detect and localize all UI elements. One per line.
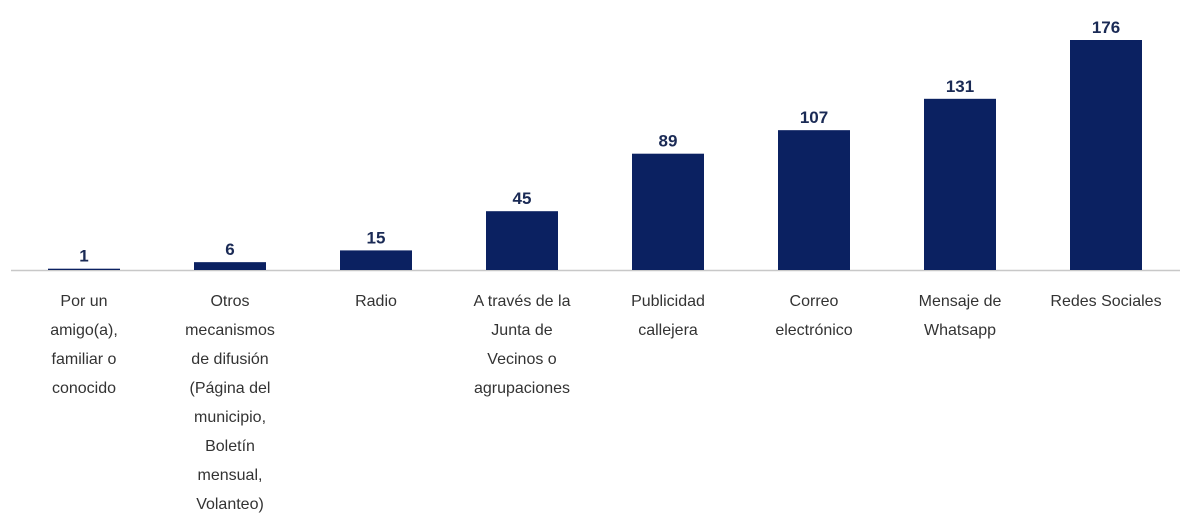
x-tick-label: Publicidad callejera	[631, 293, 705, 339]
x-tick-label: A través de la Junta de Vecinos o agrupa…	[473, 293, 571, 397]
x-tick-label: Radio	[355, 293, 397, 310]
value-label: 176	[1092, 18, 1120, 37]
value-label: 131	[946, 77, 974, 96]
bar	[340, 250, 412, 270]
bar	[1070, 40, 1142, 270]
x-tick-label: Redes Sociales	[1050, 293, 1162, 310]
value-label: 15	[367, 228, 386, 247]
bar	[486, 211, 558, 270]
bar	[48, 268, 120, 270]
x-tick-label: Mensaje de Whatsapp	[918, 293, 1002, 339]
value-label: 45	[513, 189, 532, 208]
value-label: 107	[800, 108, 828, 127]
value-label: 89	[659, 132, 678, 151]
value-label: 6	[225, 240, 234, 259]
value-label: 1	[79, 247, 88, 266]
bar	[194, 262, 266, 270]
x-tick-label: Correo electrónico	[775, 293, 853, 339]
x-tick-label: Otros mecanismos de difusión (Página del…	[185, 293, 275, 513]
x-tick-label: Por un amigo(a), familiar o conocido	[50, 293, 118, 397]
bar	[778, 130, 850, 270]
bar	[924, 98, 996, 270]
bar	[632, 153, 704, 270]
